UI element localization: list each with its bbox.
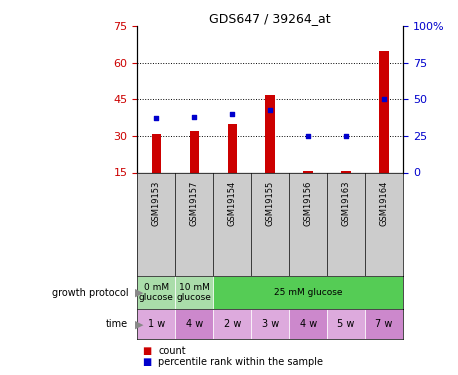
Text: GSM19154: GSM19154 xyxy=(228,181,237,226)
Point xyxy=(305,133,312,139)
Text: 1 w: 1 w xyxy=(148,320,165,329)
Text: 5 w: 5 w xyxy=(338,320,355,329)
Text: 3 w: 3 w xyxy=(262,320,279,329)
Bar xyxy=(251,309,289,339)
Text: ■: ■ xyxy=(142,357,151,367)
Point xyxy=(153,116,160,122)
Text: count: count xyxy=(158,346,185,355)
Bar xyxy=(213,309,251,339)
Text: ▶: ▶ xyxy=(135,288,144,297)
Text: GSM19163: GSM19163 xyxy=(342,181,351,226)
Point xyxy=(343,133,350,139)
Bar xyxy=(175,276,213,309)
Bar xyxy=(152,134,161,209)
Bar xyxy=(190,131,199,209)
Bar xyxy=(213,276,403,309)
Bar xyxy=(327,309,365,339)
Point xyxy=(191,114,198,120)
Title: GDS647 / 39264_at: GDS647 / 39264_at xyxy=(209,12,331,25)
Text: GSM19155: GSM19155 xyxy=(266,181,275,226)
Text: time: time xyxy=(106,320,128,329)
Text: ■: ■ xyxy=(142,346,151,355)
Point xyxy=(381,96,388,102)
Text: GSM19153: GSM19153 xyxy=(152,181,161,226)
Bar xyxy=(379,51,389,209)
Text: ▶: ▶ xyxy=(135,320,144,329)
Point xyxy=(229,111,236,117)
Bar xyxy=(266,94,275,209)
Text: 10 mM
glucose: 10 mM glucose xyxy=(177,283,212,302)
Bar xyxy=(137,309,175,339)
Point xyxy=(267,106,274,112)
Text: 2 w: 2 w xyxy=(224,320,241,329)
Text: 7 w: 7 w xyxy=(376,320,393,329)
Bar xyxy=(304,171,313,209)
Text: 4 w: 4 w xyxy=(185,320,203,329)
Bar xyxy=(137,276,175,309)
Text: percentile rank within the sample: percentile rank within the sample xyxy=(158,357,323,367)
Text: GSM19156: GSM19156 xyxy=(304,181,313,226)
Text: GSM19157: GSM19157 xyxy=(190,181,199,226)
Text: 0 mM
glucose: 0 mM glucose xyxy=(139,283,174,302)
Text: GSM19164: GSM19164 xyxy=(380,181,388,226)
Bar xyxy=(175,309,213,339)
Text: 25 mM glucose: 25 mM glucose xyxy=(274,288,343,297)
Bar xyxy=(365,309,403,339)
Bar xyxy=(341,171,351,209)
Text: growth protocol: growth protocol xyxy=(52,288,128,297)
Text: 4 w: 4 w xyxy=(300,320,317,329)
Bar xyxy=(228,124,237,209)
Bar xyxy=(289,309,327,339)
